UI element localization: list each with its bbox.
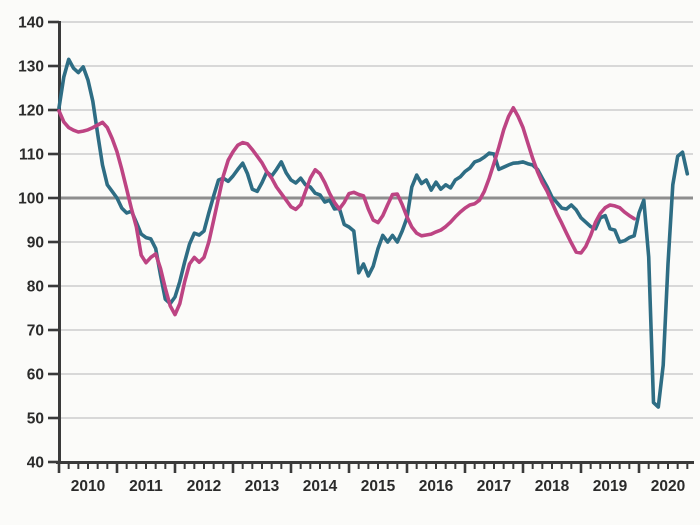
- y-axis-label: 120: [18, 103, 44, 120]
- x-axis-label: 2015: [361, 478, 396, 495]
- x-axis-label: 2010: [71, 478, 105, 495]
- y-axis-label: 50: [27, 411, 44, 428]
- y-axis-label: 80: [27, 279, 44, 296]
- x-axis-label: 2012: [187, 478, 221, 495]
- x-axis-label: 2013: [245, 478, 280, 495]
- pink-line: [57, 106, 637, 317]
- y-axis-label: 140: [18, 15, 44, 32]
- y-axis-label: 90: [27, 235, 44, 252]
- x-axis-label: 2017: [477, 478, 511, 495]
- x-axis-label: 2019: [593, 478, 628, 495]
- teal-line: [57, 57, 690, 409]
- y-axis-label: 110: [19, 147, 44, 164]
- y-axis-label: 130: [18, 59, 44, 76]
- x-axis-label: 2014: [303, 478, 338, 495]
- y-axis-label: 100: [18, 191, 44, 208]
- y-axis-label: 70: [27, 323, 44, 340]
- y-axis-label: 60: [27, 367, 44, 384]
- x-axis-label: 2016: [419, 478, 454, 495]
- x-axis-label: 2018: [535, 478, 570, 495]
- x-axis-label: 2020: [651, 478, 685, 495]
- y-axis-label: 40: [27, 455, 44, 472]
- x-axis-label: 2011: [129, 478, 163, 495]
